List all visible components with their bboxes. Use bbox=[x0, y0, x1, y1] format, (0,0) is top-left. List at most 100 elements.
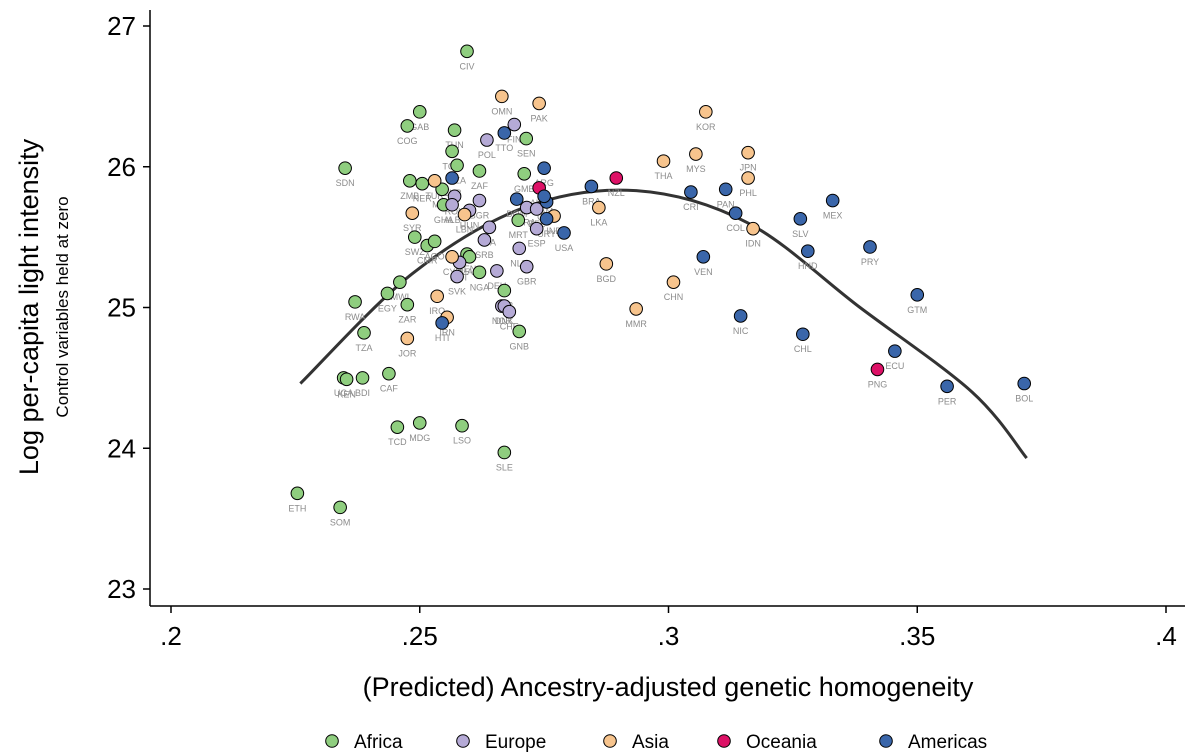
data-point bbox=[532, 96, 546, 111]
data-point bbox=[584, 179, 599, 194]
point-label: IDN bbox=[745, 239, 761, 249]
point-label: THA bbox=[655, 171, 673, 181]
point-label: UGA bbox=[334, 388, 354, 398]
point-label: BGD bbox=[597, 274, 617, 284]
data-point bbox=[450, 158, 464, 173]
point-label: NOR bbox=[492, 316, 513, 326]
point-label: IRN bbox=[439, 327, 455, 337]
data-point bbox=[519, 131, 534, 146]
data-point bbox=[412, 416, 427, 430]
data-point bbox=[863, 240, 877, 254]
data-point bbox=[656, 154, 671, 168]
data-point bbox=[940, 379, 954, 394]
data-point bbox=[435, 182, 449, 197]
point-label: BRA bbox=[582, 196, 601, 206]
legend-label: Americas bbox=[908, 732, 987, 753]
legend-marker bbox=[717, 734, 731, 748]
point-label: GTM bbox=[907, 305, 927, 315]
point-label: CIV bbox=[460, 61, 475, 71]
point-layer bbox=[290, 44, 1032, 515]
y-tick-label: 24 bbox=[107, 433, 136, 463]
point-label: TUR bbox=[425, 191, 444, 201]
data-point bbox=[477, 233, 492, 247]
point-label: BGR bbox=[470, 211, 490, 221]
data-point bbox=[445, 197, 459, 212]
data-point bbox=[557, 226, 571, 240]
point-label: PAK bbox=[530, 113, 547, 123]
data-point bbox=[741, 145, 755, 160]
data-point bbox=[512, 324, 527, 339]
data-point bbox=[472, 265, 487, 280]
point-label: TTO bbox=[495, 143, 513, 153]
point-label: AGO bbox=[425, 251, 445, 261]
point-label: URY bbox=[537, 229, 556, 239]
point-label: COL bbox=[726, 223, 745, 233]
point-label: KOR bbox=[696, 122, 716, 132]
data-point bbox=[910, 288, 925, 302]
point-label: CYP bbox=[443, 267, 462, 277]
fit-curve bbox=[299, 188, 1028, 460]
data-point bbox=[689, 147, 703, 161]
point-label: OMN bbox=[491, 106, 512, 116]
data-point bbox=[455, 418, 469, 433]
point-label: PHL bbox=[739, 188, 757, 198]
point-label: SLV bbox=[792, 229, 808, 239]
point-label: CAF bbox=[380, 384, 399, 394]
data-point bbox=[400, 297, 415, 312]
data-point bbox=[517, 166, 532, 181]
data-point bbox=[445, 250, 459, 264]
point-label: LBN bbox=[456, 225, 474, 235]
point-label: SYR bbox=[403, 223, 422, 233]
point-label: JPN bbox=[740, 163, 757, 173]
point-label: EGY bbox=[378, 303, 397, 313]
data-point bbox=[427, 174, 442, 188]
data-point bbox=[609, 171, 624, 185]
point-label: GAB bbox=[410, 122, 429, 132]
point-label: SRB bbox=[475, 250, 494, 260]
x-tick-label: .2 bbox=[160, 621, 182, 651]
point-label: JAM bbox=[535, 206, 553, 216]
point-label: ZAR bbox=[398, 315, 417, 325]
y-axis-title: Log per-capita light intensity bbox=[14, 138, 44, 475]
legend-marker bbox=[603, 734, 617, 748]
data-point bbox=[472, 164, 487, 178]
data-point bbox=[684, 185, 698, 199]
point-label: NZL bbox=[608, 188, 625, 198]
point-label: PAN bbox=[717, 199, 735, 209]
data-point bbox=[382, 366, 396, 381]
x-tick-label: .25 bbox=[402, 621, 438, 651]
data-point bbox=[338, 161, 352, 175]
data-point bbox=[699, 105, 713, 119]
point-label: MYS bbox=[686, 164, 706, 174]
legend-label: Oceania bbox=[746, 732, 817, 753]
point-label: ETH bbox=[288, 503, 306, 513]
data-point bbox=[427, 234, 442, 249]
data-point bbox=[502, 304, 517, 319]
point-label: CHE bbox=[500, 322, 519, 332]
data-point bbox=[357, 326, 371, 340]
legend-marker bbox=[879, 734, 893, 748]
point-label: ZAF bbox=[471, 181, 489, 191]
point-label: BDI bbox=[355, 388, 370, 398]
data-point bbox=[445, 171, 459, 185]
data-point bbox=[512, 241, 527, 256]
x-tick-label: .35 bbox=[899, 621, 935, 651]
y-tick-label: 27 bbox=[107, 11, 136, 41]
point-label: SDN bbox=[336, 178, 355, 188]
point-label: NIC bbox=[733, 326, 749, 336]
data-point bbox=[393, 275, 407, 289]
point-label: TZA bbox=[356, 343, 373, 353]
data-point bbox=[333, 500, 347, 515]
legend-marker bbox=[325, 734, 339, 748]
point-label: SLE bbox=[496, 462, 513, 472]
data-point bbox=[380, 286, 395, 301]
point-label: ROU bbox=[445, 206, 465, 216]
point-label: CRI bbox=[683, 202, 699, 212]
point-label: MRT bbox=[509, 230, 529, 240]
point-label: BOL bbox=[1015, 394, 1033, 404]
data-point bbox=[445, 144, 459, 159]
data-point bbox=[412, 105, 427, 119]
data-point bbox=[447, 123, 462, 137]
